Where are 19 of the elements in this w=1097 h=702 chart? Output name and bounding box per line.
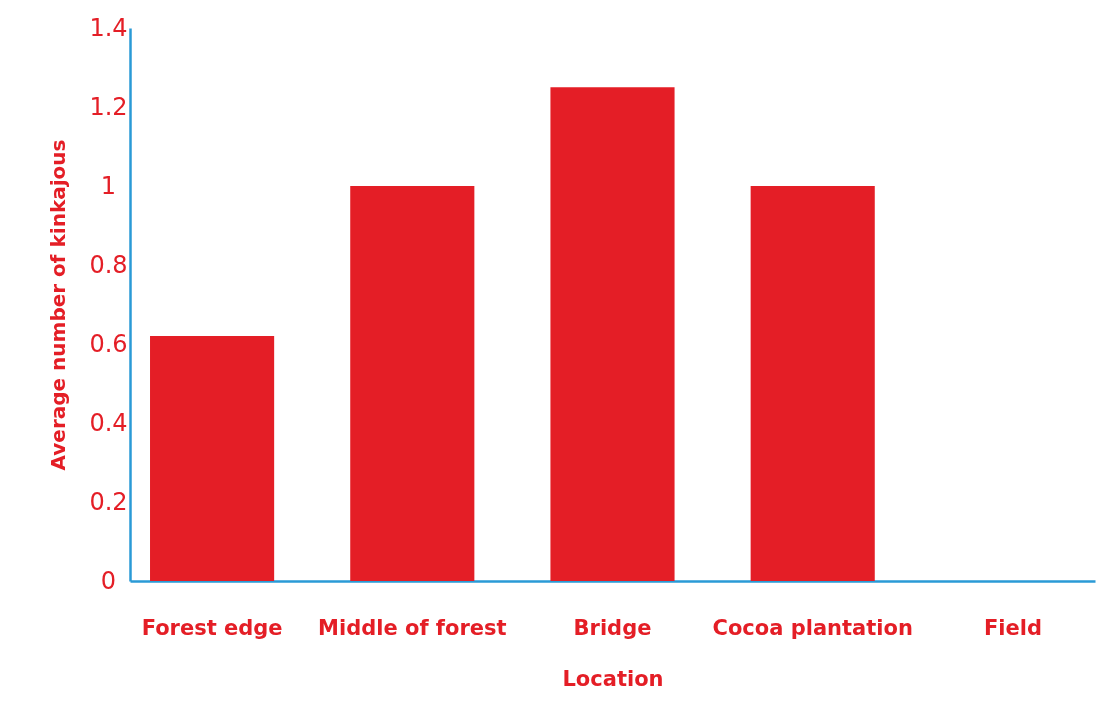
y-tick-label: 1 xyxy=(100,171,117,200)
x-tick-label: Field xyxy=(983,615,1042,640)
x-axis-title: Location xyxy=(562,666,664,691)
y-tick-label: 0.6 xyxy=(89,329,128,358)
y-tick-label: 0.8 xyxy=(89,250,128,279)
bar xyxy=(350,186,475,581)
x-tick-label: Middle of forest xyxy=(318,615,507,640)
x-tick-label: Bridge xyxy=(573,615,652,640)
y-tick-label: 0.2 xyxy=(89,487,128,516)
bar xyxy=(150,336,275,581)
x-tick-label: Forest edge xyxy=(141,615,283,640)
y-tick-label: 1.2 xyxy=(89,92,128,121)
y-tick-label: 0 xyxy=(100,566,117,595)
bar xyxy=(750,186,875,581)
y-axis-title: Average number of kinkajous xyxy=(46,139,71,471)
y-tick-label: 1.4 xyxy=(89,13,128,42)
x-tick-label: Cocoa plantation xyxy=(712,615,913,640)
bar xyxy=(550,87,675,581)
y-tick-label: 0.4 xyxy=(89,408,128,437)
